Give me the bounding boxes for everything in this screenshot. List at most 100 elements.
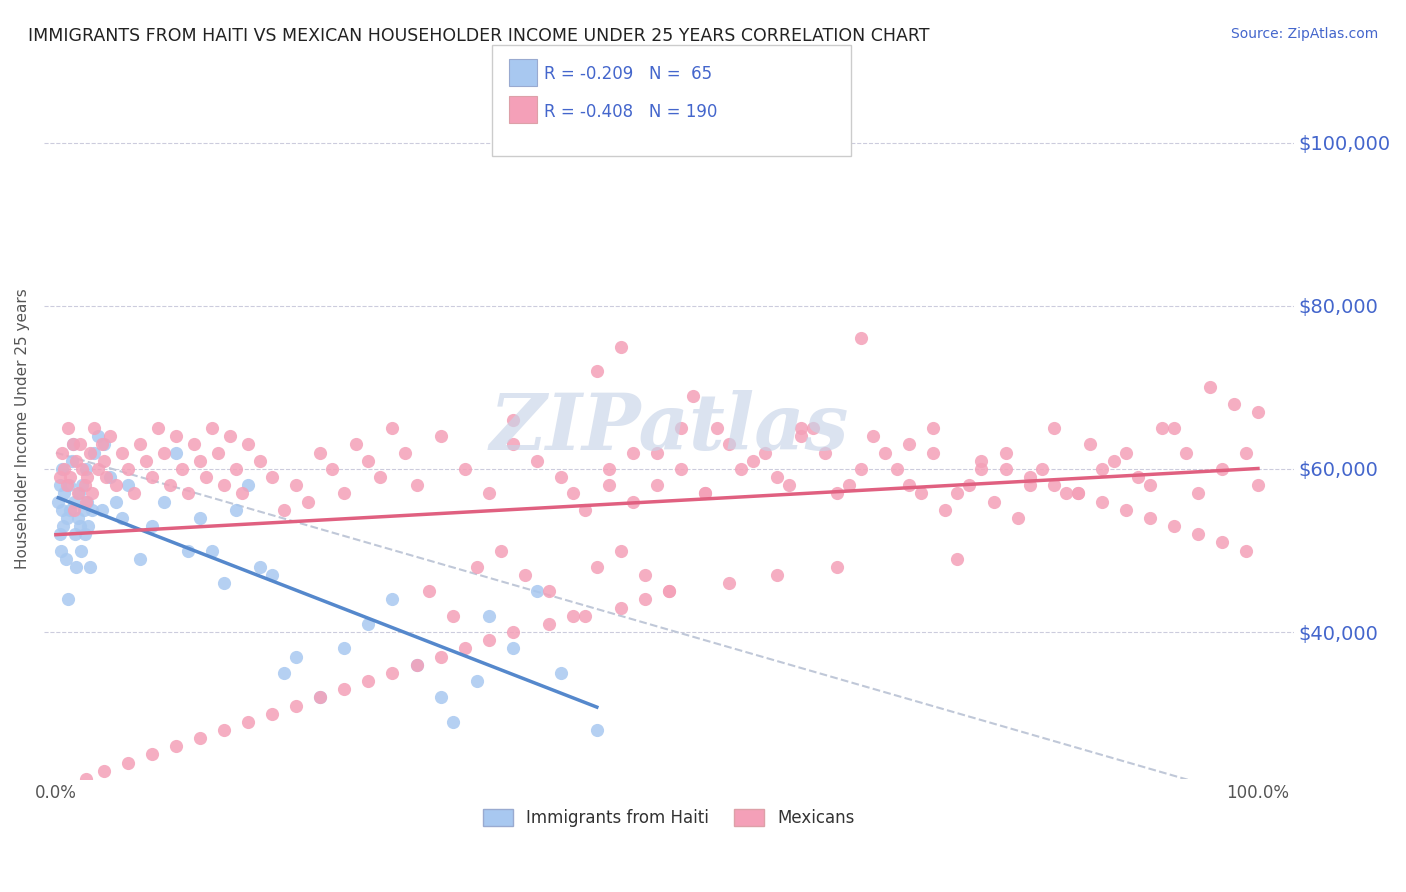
Point	[1187, 527, 1209, 541]
Point	[381, 592, 404, 607]
Point	[1211, 462, 1233, 476]
Y-axis label: Householder Income Under 25 years: Householder Income Under 25 years	[15, 288, 30, 568]
Point	[177, 543, 200, 558]
Point	[405, 657, 427, 672]
Point	[502, 437, 524, 451]
Point	[111, 445, 134, 459]
Point	[79, 559, 101, 574]
Point	[93, 437, 115, 451]
Point	[634, 568, 657, 582]
Point	[1078, 437, 1101, 451]
Point	[188, 454, 211, 468]
Point	[62, 437, 84, 451]
Point	[418, 584, 440, 599]
Point	[141, 519, 163, 533]
Point	[62, 437, 84, 451]
Point	[56, 421, 79, 435]
Point	[80, 486, 103, 500]
Point	[212, 576, 235, 591]
Point	[1247, 405, 1270, 419]
Point	[105, 478, 128, 492]
Point	[429, 649, 451, 664]
Point	[46, 494, 69, 508]
Point	[478, 486, 501, 500]
Point	[285, 649, 308, 664]
Point	[55, 551, 77, 566]
Point	[598, 478, 620, 492]
Point	[610, 543, 633, 558]
Point	[146, 421, 169, 435]
Point	[441, 714, 464, 729]
Point	[122, 486, 145, 500]
Point	[141, 470, 163, 484]
Point	[75, 462, 97, 476]
Point	[946, 551, 969, 566]
Point	[994, 445, 1017, 459]
Point	[1234, 445, 1257, 459]
Point	[231, 486, 253, 500]
Point	[585, 559, 607, 574]
Point	[225, 462, 247, 476]
Point	[1042, 478, 1064, 492]
Point	[105, 494, 128, 508]
Point	[309, 690, 332, 705]
Point	[76, 494, 98, 508]
Point	[922, 421, 945, 435]
Point	[754, 445, 776, 459]
Text: R = -0.408   N = 190: R = -0.408 N = 190	[544, 103, 717, 120]
Point	[1174, 445, 1197, 459]
Point	[63, 494, 86, 508]
Point	[66, 486, 89, 500]
Point	[48, 470, 70, 484]
Point	[58, 478, 80, 492]
Point	[898, 478, 921, 492]
Point	[357, 616, 380, 631]
Point	[718, 576, 741, 591]
Point	[73, 527, 96, 541]
Point	[1018, 470, 1040, 484]
Point	[53, 462, 76, 476]
Point	[550, 470, 572, 484]
Point	[814, 445, 837, 459]
Point	[1126, 470, 1149, 484]
Point	[1139, 478, 1161, 492]
Point	[561, 486, 583, 500]
Point	[1102, 454, 1125, 468]
Point	[98, 429, 121, 443]
Point	[801, 421, 824, 435]
Point	[718, 437, 741, 451]
Text: ZIPatlas: ZIPatlas	[489, 390, 849, 467]
Point	[621, 445, 644, 459]
Point	[201, 421, 224, 435]
Point	[862, 429, 884, 443]
Point	[117, 478, 139, 492]
Point	[825, 486, 848, 500]
Point	[1066, 486, 1088, 500]
Point	[238, 478, 260, 492]
Point	[946, 486, 969, 500]
Point	[48, 478, 70, 492]
Point	[93, 454, 115, 468]
Point	[405, 478, 427, 492]
Point	[502, 625, 524, 640]
Point	[1199, 380, 1222, 394]
Point	[53, 486, 76, 500]
Point	[135, 454, 157, 468]
Point	[188, 511, 211, 525]
Point	[370, 470, 392, 484]
Point	[1247, 478, 1270, 492]
Point	[381, 421, 404, 435]
Point	[489, 543, 512, 558]
Point	[153, 494, 176, 508]
Point	[441, 608, 464, 623]
Point	[188, 731, 211, 746]
Point	[610, 600, 633, 615]
Point	[1150, 421, 1173, 435]
Point	[225, 502, 247, 516]
Point	[1031, 462, 1053, 476]
Point	[550, 665, 572, 680]
Point	[321, 462, 343, 476]
Point	[76, 470, 98, 484]
Point	[970, 454, 993, 468]
Point	[79, 445, 101, 459]
